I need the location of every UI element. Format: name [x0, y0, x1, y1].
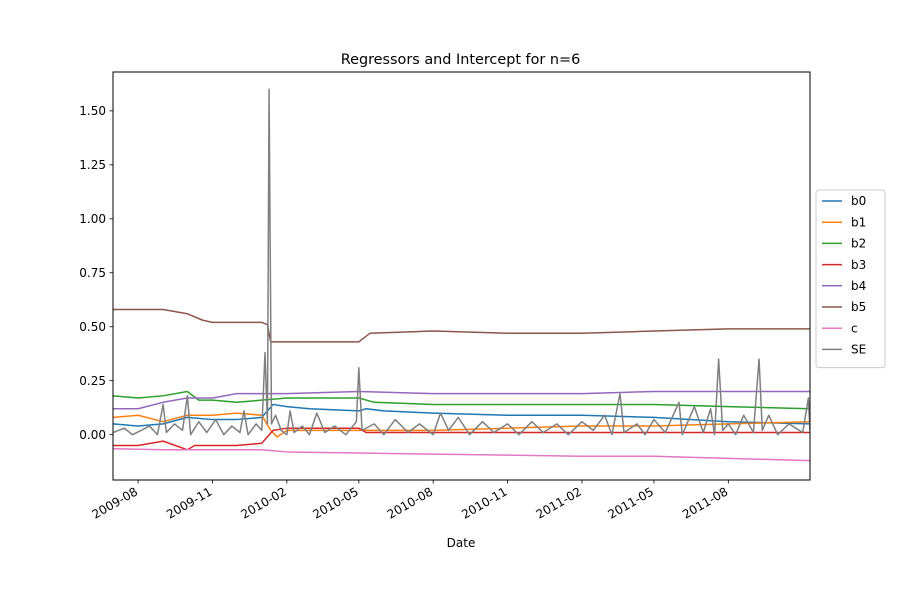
legend-label-b0: b0	[851, 194, 866, 208]
y-tick-label: 1.25	[79, 158, 106, 172]
x-tick-label: 2011-08	[680, 484, 730, 521]
x-tick-label: 2010-11	[459, 484, 509, 521]
plot-area	[112, 71, 811, 481]
y-tick-label: 1.50	[79, 104, 106, 118]
series-line-se	[113, 88, 810, 436]
series-line-b2	[113, 390, 810, 410]
legend-label-b1: b1	[851, 215, 866, 229]
x-axis: 2009-08 2009-11 2010-02 2010-05 2010-08 2010-…	[90, 480, 730, 522]
series-line-b0	[113, 403, 810, 427]
y-tick-label: 1.00	[79, 212, 106, 226]
chart-title: Regressors and Intercept for n=6	[341, 52, 581, 68]
x-tick-label: 2009-08	[90, 484, 140, 521]
legend: b0 b1 b2 b3 b4 b5 c SE	[815, 189, 886, 369]
legend-label-c: c	[851, 321, 858, 335]
x-tick-label: 2010-02	[238, 484, 288, 521]
series-layer	[113, 88, 810, 462]
plot-frame	[112, 71, 811, 481]
legend-label-b5: b5	[851, 300, 866, 314]
y-axis: 0.00 0.25 0.50 0.75 1.00 1.25 1.50	[79, 104, 113, 442]
legend-frame	[815, 189, 886, 369]
x-tick-label: 2010-05	[310, 484, 360, 521]
x-tick-label: 2011-02	[534, 484, 584, 521]
legend-label-b4: b4	[851, 279, 866, 293]
series-line-c	[113, 447, 810, 462]
y-tick-label: 0.00	[79, 428, 106, 442]
legend-label-se: SE	[851, 343, 866, 357]
legend-label-b3: b3	[851, 258, 866, 272]
series-line-b5	[113, 308, 810, 343]
y-tick-label: 0.50	[79, 320, 106, 334]
series-line-b3	[113, 427, 810, 451]
series-line-b1	[113, 412, 810, 438]
y-tick-label: 0.75	[79, 266, 106, 280]
legend-label-b2: b2	[851, 237, 866, 251]
x-tick-label: 2009-11	[164, 484, 214, 521]
x-tick-label: 2010-08	[385, 484, 435, 521]
series-line-b4	[113, 390, 810, 410]
x-axis-label: Date	[447, 536, 476, 550]
x-tick-label: 2011-05	[606, 484, 656, 521]
y-tick-label: 0.25	[79, 374, 106, 388]
